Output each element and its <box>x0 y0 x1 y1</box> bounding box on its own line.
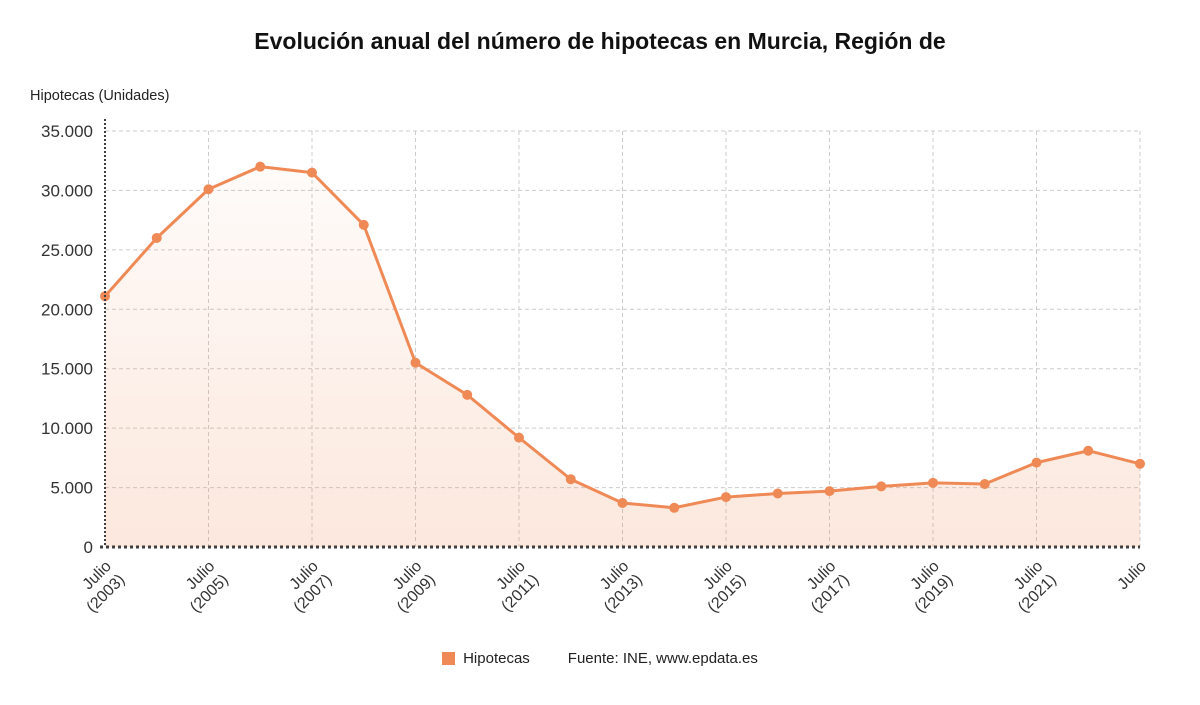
data-point <box>1135 458 1145 469</box>
data-point <box>876 481 887 492</box>
data-point <box>151 232 162 243</box>
svg-text:0: 0 <box>84 538 93 557</box>
svg-text:Julio(2021): Julio(2021) <box>1002 558 1060 616</box>
y-axis-title: Hipotecas (Unidades) <box>30 88 170 104</box>
svg-text:Julio(2017): Julio(2017) <box>795 558 853 616</box>
svg-text:Julio: Julio <box>1115 558 1150 593</box>
legend-item-hipotecas[interactable]: Hipotecas <box>442 650 530 667</box>
data-point <box>565 474 576 485</box>
svg-text:5.000: 5.000 <box>50 479 93 498</box>
data-point <box>255 161 266 172</box>
data-point <box>669 502 680 513</box>
svg-text:Julio(2011): Julio(2011) <box>485 558 542 615</box>
data-point <box>203 184 214 195</box>
legend: Hipotecas Fuente: INE, www.epdata.es <box>0 650 1200 667</box>
data-point <box>1031 457 1042 468</box>
svg-text:35.000: 35.000 <box>41 122 93 141</box>
svg-text:15.000: 15.000 <box>41 360 93 379</box>
svg-text:10.000: 10.000 <box>41 419 93 438</box>
svg-text:Julio(2003): Julio(2003) <box>70 558 128 616</box>
data-point <box>979 479 990 490</box>
data-point <box>1083 445 1094 456</box>
legend-label: Hipotecas <box>463 650 530 667</box>
data-point <box>721 492 731 503</box>
data-points <box>100 161 1145 513</box>
data-point <box>410 357 421 368</box>
data-point <box>358 219 369 230</box>
svg-text:Julio(2009): Julio(2009) <box>381 558 439 616</box>
svg-text:Julio(2013): Julio(2013) <box>588 558 646 616</box>
svg-text:Julio(2007): Julio(2007) <box>277 558 335 616</box>
x-tick-labels: Julio(2003) Julio(2005) Julio(2007) Julio(2… <box>70 558 1150 616</box>
svg-text:Julio(2005): Julio(2005) <box>174 558 232 616</box>
data-point <box>772 488 783 499</box>
data-point <box>514 432 524 443</box>
svg-text:20.000: 20.000 <box>41 300 93 319</box>
data-point <box>928 477 938 488</box>
chart-title: Evolución anual del número de hipotecas … <box>254 28 946 54</box>
svg-text:Julio(2015): Julio(2015) <box>691 558 749 616</box>
svg-text:30.000: 30.000 <box>41 181 93 200</box>
svg-text:Julio(2019): Julio(2019) <box>898 558 956 616</box>
data-point <box>462 389 473 400</box>
area-fill <box>105 166 1140 547</box>
data-point <box>824 486 835 497</box>
legend-swatch <box>442 652 456 665</box>
data-point <box>307 167 317 178</box>
y-tick-labels: 0 5.000 10.000 15.000 20.000 25.000 30.000 35.0… <box>41 122 93 557</box>
svg-text:25.000: 25.000 <box>41 241 93 260</box>
data-point <box>617 498 628 509</box>
source-label: Fuente: INE, www.epdata.es <box>567 650 758 667</box>
